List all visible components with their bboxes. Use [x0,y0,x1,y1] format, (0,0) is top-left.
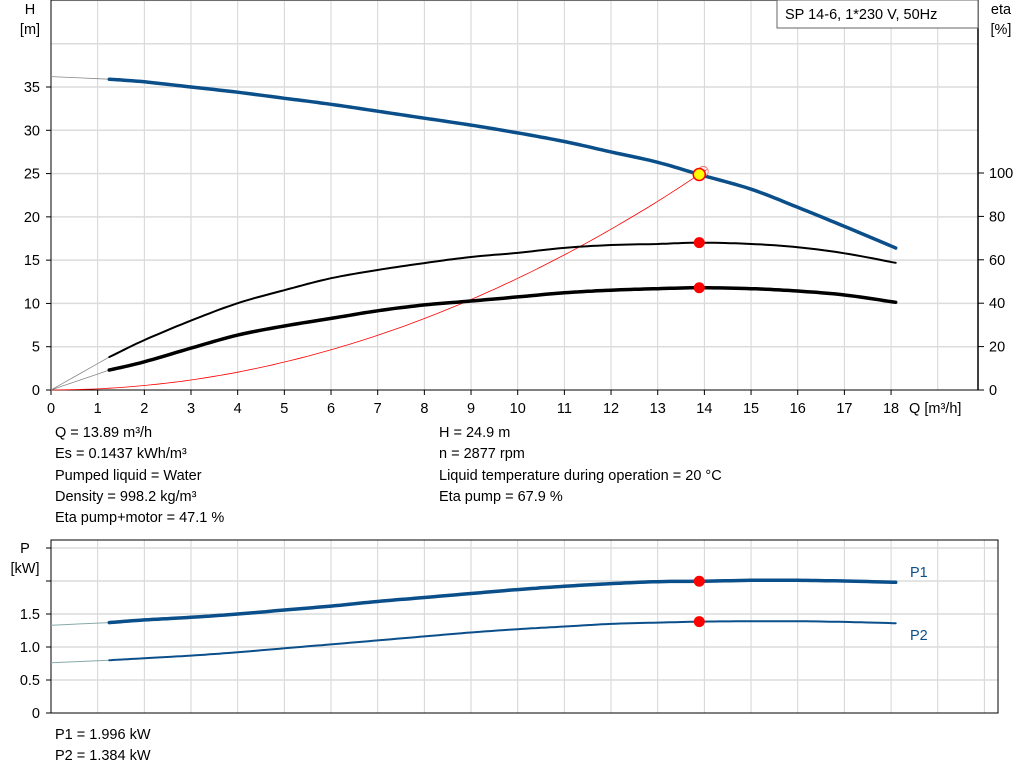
x-tick-label: 8 [420,401,428,417]
y-tick-label-power: 1.5 [20,607,40,623]
x-tick-label: 4 [234,401,242,417]
x-tick-label: 17 [836,401,852,417]
info-eta-pump: Eta pump = 67.9 % [439,488,563,505]
x-tick-label: 18 [883,401,899,417]
y-tick-label-right: 40 [989,296,1005,312]
power-curve-P1 [107,578,898,625]
info-eta-total: Eta pump+motor = 47.1 % [55,510,225,527]
x-axis-label: Q [m³/h] [909,401,961,417]
power-curve-P2-extension [50,659,110,664]
x-tick-label: 0 [47,401,55,417]
x-tick-label: 16 [790,401,806,417]
series-label-P1: P1 [910,565,928,581]
y-axis-unit-power: [kW] [11,561,40,577]
legend-box [776,0,979,29]
y-tick-label-right: 0 [989,383,997,399]
y-tick-label-left: 35 [24,80,40,96]
eta-total-duty-dot [693,282,705,294]
y-axis-label-power: P [20,541,30,557]
x-tick-label: 9 [467,401,475,417]
y-tick-label-right: 100 [989,166,1013,182]
p1-duty-dot [693,575,705,587]
eta-pump-duty-dot [693,237,705,249]
y-tick-label-left: 5 [32,340,40,356]
x-tick-label: 10 [510,401,526,417]
eta-pump-curve [108,241,897,358]
duty-info-right: H = 24.9 m n = 2877 rpm Liquid temperatu… [439,423,722,508]
x-tick-label: 6 [327,401,335,417]
y-tick-label-left: 10 [24,296,40,312]
y-tick-label-left: 30 [24,123,40,139]
y-tick-label-power: 0 [32,706,40,722]
info-n: n = 2877 rpm [439,446,525,463]
y-axis-unit-right: [%] [991,22,1012,38]
x-tick-label: 1 [94,401,102,417]
x-tick-label: 3 [187,401,195,417]
info-h: H = 24.9 m [439,425,511,441]
y-axis-unit-left: [m] [20,22,40,38]
system-curve [50,169,707,391]
legend-label: SP 14-6, 1*230 V, 50Hz [785,7,937,23]
x-tick-label: 12 [603,401,619,417]
info-p1: P1 = 1.996 kW [55,727,151,743]
eta-pump-curve-extension [50,356,110,391]
head-curve-extension [50,76,110,80]
y-tick-label-left: 25 [24,167,40,183]
y-tick-label-right: 20 [989,340,1005,356]
x-tick-label: 15 [743,401,759,417]
head-curve [107,77,898,250]
plot-frame [50,0,979,391]
info-density: Density = 998.2 kg/m³ [55,488,197,505]
p2-duty-dot [693,616,705,628]
y-tick-label-right: 60 [989,253,1005,269]
info-temp: Liquid temperature during operation = 20… [439,467,722,484]
y-tick-label-left: 20 [24,210,40,226]
power-curve-P1-extension [50,622,110,626]
eta-total-curve-extension [50,369,110,391]
info-liquid: Pumped liquid = Water [55,467,202,484]
y-axis-label-left: H [25,2,35,18]
y-tick-label-right: 80 [989,209,1005,225]
series-label-P2: P2 [910,628,928,644]
info-es: Es = 0.1437 kWh/m³ [55,446,187,463]
eta-total-curve [107,286,898,372]
duty-point-marker [692,167,706,182]
duty-info-left: Q = 13.89 m³/h Es = 0.1437 kWh/m³ Pumped… [55,423,224,529]
x-tick-label: 7 [374,401,382,417]
y-tick-label-left: 0 [32,383,40,399]
x-tick-label: 11 [557,401,572,417]
y-tick-label-power: 0.5 [20,673,40,689]
info-q: Q = 13.89 m³/h [55,425,153,441]
y-axis-label-right: eta [991,2,1012,18]
x-tick-label: 5 [280,401,288,417]
y-tick-label-left: 15 [24,253,40,269]
x-tick-label: 14 [696,401,712,417]
plot-frame-power [50,539,999,714]
power-curve-P2 [108,620,897,662]
power-info: P1 = 1.996 kW P2 = 1.384 kW [55,725,151,768]
info-p2: P2 = 1.384 kW [55,748,151,765]
y-tick-label-power: 1.0 [20,640,40,656]
x-tick-label: 2 [140,401,148,417]
x-tick-label: 13 [650,401,666,417]
